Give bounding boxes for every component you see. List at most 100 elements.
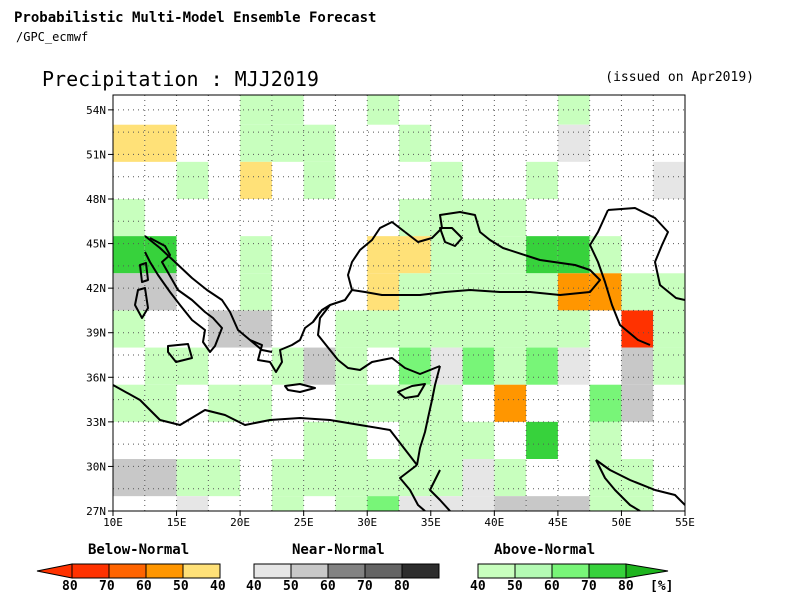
grid-cell: [303, 161, 336, 199]
grid-cell: [367, 384, 399, 422]
grid-cell: [208, 310, 241, 348]
grid-cell: [430, 421, 463, 459]
legend-above-swatch: [514, 563, 553, 579]
grid-cell: [367, 273, 399, 311]
grid-cell: [494, 459, 527, 497]
grid-cell: [399, 273, 431, 311]
coastlines: [113, 207, 685, 511]
lat-tick-label: 30N: [86, 460, 106, 473]
grid-cell: [717, 459, 749, 496]
grid-cell: [462, 310, 495, 348]
legend-below-title: Below-Normal: [88, 542, 190, 558]
lat-tick-label: 39N: [86, 327, 106, 340]
legend-below-label: 70: [99, 579, 115, 594]
legend-below-label: 60: [136, 579, 152, 594]
legend-unit: [%]: [650, 579, 674, 594]
grid-cell: [589, 496, 622, 511]
grid-cell: [113, 459, 145, 497]
coast-italy: [144, 237, 223, 353]
legend-below-label: 80: [62, 579, 78, 594]
grid-cell: [685, 273, 717, 310]
grid-cell: [176, 459, 209, 497]
coast-sicily: [167, 343, 193, 363]
axis-ticks: [108, 109, 686, 516]
grid-cell: [144, 236, 177, 274]
grid-cell: [335, 310, 368, 348]
legend-near-swatch: [290, 563, 329, 579]
lat-tick-label: 42N: [86, 282, 106, 295]
legend-above-label: 60: [544, 579, 560, 594]
grid-cell: [749, 496, 781, 533]
lat-tick-label: 33N: [86, 416, 106, 429]
lon-tick-label: 55E: [675, 516, 695, 529]
map-title: Precipitation : MJJ2019: [42, 67, 319, 91]
legend-below-arrow: [36, 563, 73, 579]
model-source: /GPC_ecmwf: [16, 30, 89, 44]
grid-cell: [367, 496, 399, 511]
coast-crete: [284, 383, 316, 393]
grid-cell: [144, 124, 177, 162]
grid-cell: [430, 310, 463, 348]
lat-tick-label: 54N: [86, 104, 106, 117]
legend-above-swatch: [477, 563, 516, 579]
grid-cell: [557, 347, 590, 385]
grid-cell: [526, 236, 558, 274]
coast-persian-gulf: [595, 459, 685, 506]
coast-north-africa: [113, 384, 418, 466]
coast-gulf-south: [595, 459, 641, 511]
lat-tick-label: 48N: [86, 193, 106, 206]
grid-cell: [113, 199, 145, 237]
legend-near-label: 80: [394, 579, 410, 594]
grid-cell: [113, 384, 145, 422]
grid-cell: [749, 125, 781, 162]
grid-cell: [589, 384, 622, 422]
coast-balkans-west: [144, 235, 273, 353]
grid-cell: [303, 347, 336, 385]
grid-cell: [653, 347, 685, 385]
grid-cell: [399, 496, 431, 511]
legend-near-title: Near-Normal: [292, 542, 385, 558]
lon-tick-label: 15E: [167, 516, 187, 529]
grid-cell: [749, 162, 781, 199]
legend-below-swatch: [182, 563, 221, 579]
grid-cell: [367, 95, 399, 125]
grid-cell: [589, 421, 622, 459]
grid-cell: [494, 384, 527, 422]
grid-cell: [494, 347, 527, 385]
grid-cell: [367, 310, 399, 348]
grid-cell: [335, 496, 368, 511]
grid-cell: [399, 199, 431, 237]
grid-cell: [113, 273, 145, 311]
legend-near-swatch: [253, 563, 292, 579]
grid-cell: [653, 533, 685, 570]
legend-below-label: 50: [173, 579, 189, 594]
grid-cell: [240, 236, 272, 274]
grid-cell: [430, 384, 463, 422]
legend-below-swatch: [108, 563, 147, 579]
grid-cell: [240, 161, 272, 199]
grid-cell: [462, 347, 495, 385]
legend-above-swatch: [588, 563, 627, 579]
grid-cell: [430, 199, 463, 237]
grid-cell: [749, 422, 781, 459]
issued-date: (issued on Apr2019): [605, 70, 754, 85]
lat-tick-label: 27N: [86, 505, 106, 518]
coast-cyprus: [397, 383, 426, 399]
grid-cell: [557, 124, 590, 162]
grid-cell: [462, 496, 495, 511]
grid-cell: [653, 161, 685, 199]
legend-above-label: 40: [470, 579, 486, 594]
legend-below-swatch: [145, 563, 184, 579]
grid-cell: [271, 95, 304, 125]
grid-cell: [462, 199, 495, 237]
lon-tick-label: 25E: [294, 516, 314, 529]
grid-cell: [399, 310, 431, 348]
grid-cell: [749, 570, 781, 600]
grid-cell: [780, 422, 800, 459]
grid-cell: [717, 125, 749, 162]
grid-cell: [621, 273, 654, 311]
grid-cell: [208, 459, 241, 497]
lat-tick-label: 45N: [86, 238, 106, 251]
coast-caspian-west: [589, 209, 651, 346]
legend-near-swatch: [401, 563, 440, 579]
